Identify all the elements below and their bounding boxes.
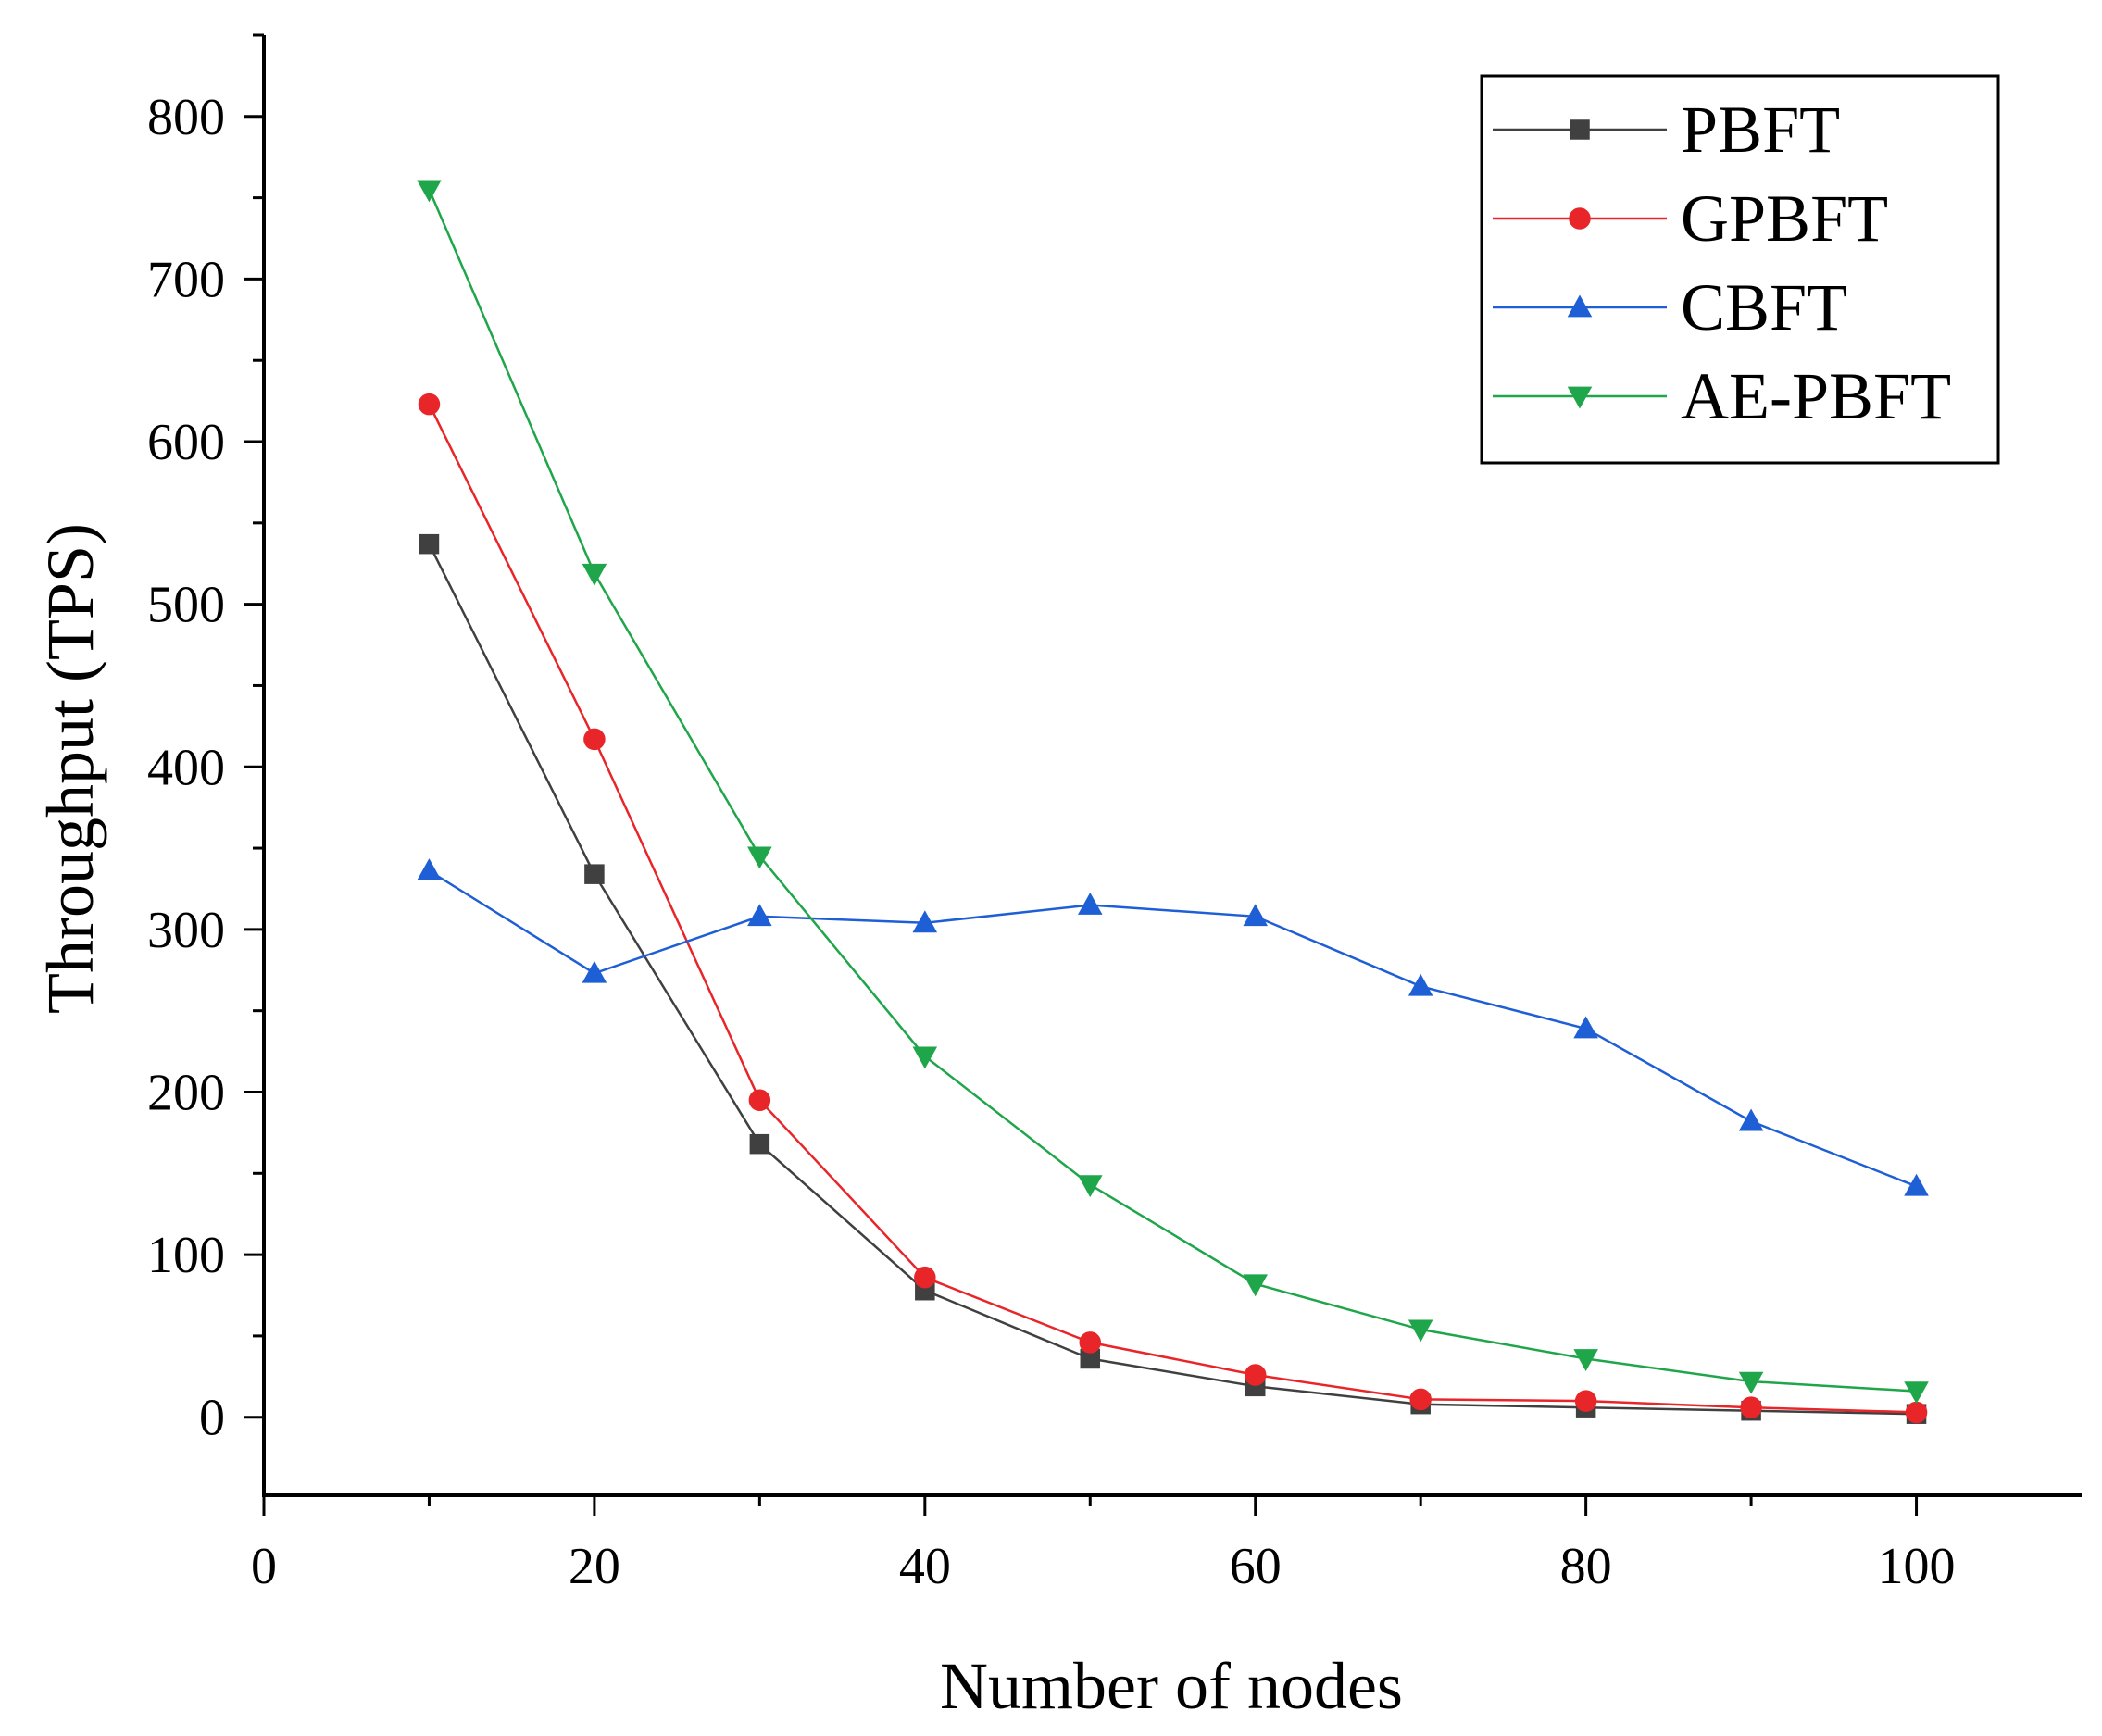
data-point	[1904, 1173, 1929, 1196]
legend-marker	[1567, 386, 1593, 409]
y-tick-label: 600	[147, 414, 225, 471]
data-point	[417, 180, 442, 203]
data-point	[914, 1266, 936, 1289]
y-tick-label: 400	[147, 739, 225, 796]
data-point	[1574, 1390, 1597, 1412]
data-point	[1573, 1016, 1598, 1039]
series-line	[428, 404, 1917, 1414]
ticks: 0 20 40 60 80 100 0 100 200 300 400 500 600 700 800	[147, 33, 1956, 1595]
y-tick-label: 200	[147, 1064, 225, 1121]
y-tick-label: 300	[147, 902, 225, 959]
series-line	[428, 543, 1917, 1416]
data-point	[417, 858, 442, 880]
x-tick-label: 100	[1878, 1538, 1956, 1595]
data-point	[748, 1089, 771, 1112]
legend-label: AE-PBFT	[1681, 359, 1951, 433]
x-tick-label: 40	[899, 1538, 951, 1595]
y-tick-label: 700	[147, 251, 225, 308]
data-point	[582, 960, 607, 983]
legend: PBFT GPBFT CBFT AE-PBFT	[1480, 74, 2000, 465]
data-point	[1738, 1108, 1764, 1131]
data-point	[418, 393, 441, 416]
data-point	[1079, 1331, 1102, 1354]
series-layer	[417, 180, 1929, 1424]
data-point	[1738, 1371, 1764, 1394]
y-axis-title: Throughput (TPS)	[33, 523, 107, 1014]
series-line	[428, 189, 1917, 1393]
y-tick-label: 100	[147, 1227, 225, 1284]
x-tick-label: 0	[251, 1538, 277, 1595]
y-tick-label: 500	[147, 577, 225, 634]
data-point	[584, 864, 605, 884]
x-tick-label: 80	[1560, 1538, 1612, 1595]
data-point	[747, 904, 772, 927]
data-point	[1904, 1381, 1929, 1405]
data-point	[1409, 1388, 1432, 1411]
data-point	[582, 563, 607, 586]
y-tick-label: 0	[199, 1390, 225, 1447]
data-point	[747, 846, 772, 869]
data-point	[1408, 973, 1433, 996]
data-point	[1077, 1175, 1103, 1198]
data-point	[749, 1133, 770, 1155]
series-cbft	[417, 858, 1929, 1196]
legend-item: AE-PBFT	[1493, 359, 1951, 433]
data-point	[912, 910, 938, 933]
y-tick-label: 800	[147, 89, 225, 146]
legend-item: GPBFT	[1493, 181, 1888, 256]
legend-label: CBFT	[1681, 270, 1847, 344]
series-pbft	[419, 533, 1927, 1424]
legend-box	[1480, 74, 2000, 465]
x-tick-label: 60	[1230, 1538, 1282, 1595]
legend-item: PBFT	[1493, 93, 1840, 167]
data-point	[1077, 892, 1103, 915]
data-point	[1408, 1319, 1433, 1343]
x-axis-title: Number of nodes	[940, 1649, 1403, 1723]
series-ae-pbft	[417, 180, 1929, 1405]
data-point	[583, 728, 606, 751]
data-point	[1244, 1364, 1267, 1386]
data-point	[1243, 904, 1269, 927]
series-gpbft	[418, 393, 1928, 1424]
legend-entries: PBFT GPBFT CBFT AE-PBFT	[1493, 93, 1951, 433]
data-point	[1740, 1396, 1762, 1418]
legend-marker	[1569, 207, 1591, 230]
x-tick-label: 20	[569, 1538, 620, 1595]
legend-marker	[1567, 294, 1593, 318]
data-point	[912, 1046, 938, 1069]
legend-item: CBFT	[1493, 270, 1847, 344]
data-point	[1573, 1349, 1598, 1372]
data-point	[1905, 1401, 1928, 1424]
series-line	[428, 869, 1917, 1188]
data-point	[419, 533, 440, 555]
legend-label: GPBFT	[1681, 181, 1888, 256]
data-point	[1243, 1274, 1269, 1297]
legend-marker	[1570, 119, 1590, 140]
legend-label: PBFT	[1681, 93, 1840, 167]
